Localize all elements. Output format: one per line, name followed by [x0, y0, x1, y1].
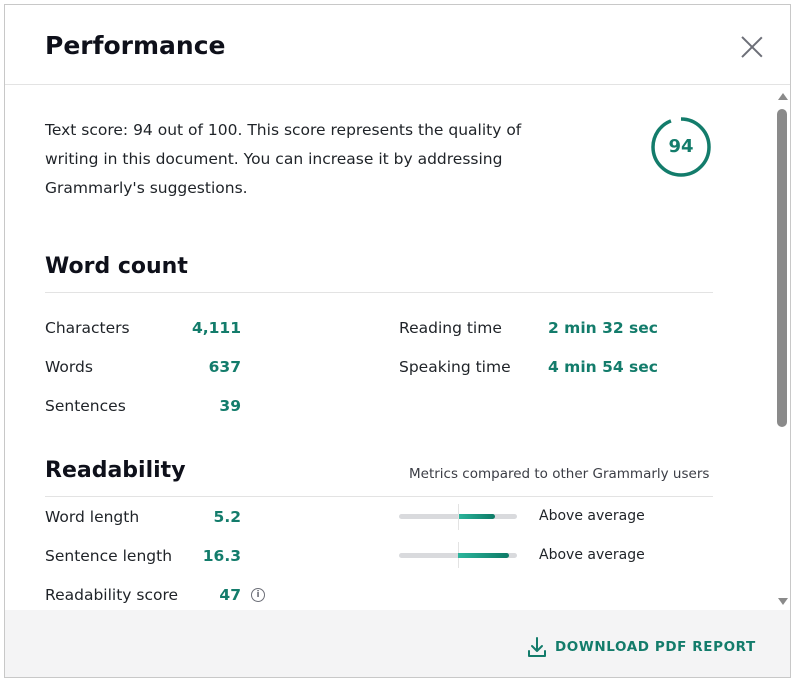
info-icon[interactable]: i: [251, 588, 265, 602]
close-icon[interactable]: [740, 35, 764, 59]
scrollbar[interactable]: [775, 86, 790, 610]
reading-time-label: Reading time: [399, 319, 502, 337]
scroll-up-icon[interactable]: [778, 93, 788, 100]
reading-time-value: 2 min 32 sec: [548, 319, 658, 337]
sentence-length-bar-fill: [458, 553, 509, 558]
word-length-bar-fill: [458, 514, 495, 519]
word-length-value: 5.2: [213, 508, 241, 526]
readability-note: Metrics compared to other Grammarly user…: [409, 466, 710, 482]
characters-value: 4,111: [191, 319, 241, 337]
speaking-time-label: Speaking time: [399, 358, 511, 376]
words-value: 637: [208, 358, 241, 376]
word-length-label: Word length: [45, 508, 140, 526]
characters-label: Characters: [45, 319, 130, 337]
dialog-content: Text score: 94 out of 100. This score re…: [5, 86, 775, 610]
word-length-comparison: Above average: [539, 508, 645, 524]
download-icon: [528, 637, 546, 657]
divider: [45, 292, 713, 293]
text-score-value: 94: [668, 136, 694, 157]
sentences-value: 39: [219, 397, 241, 415]
divider: [45, 496, 713, 497]
scroll-down-icon[interactable]: [778, 598, 788, 605]
sentence-length-bar: [399, 553, 517, 558]
readability-score-label: Readability score: [45, 586, 179, 604]
performance-dialog: Performance Text score: 94 out of 100. T…: [4, 4, 791, 678]
sentence-length-label: Sentence length: [45, 547, 173, 565]
words-label: Words: [45, 358, 93, 376]
sentence-length-value: 16.3: [202, 547, 241, 565]
download-pdf-report-button[interactable]: DOWNLOAD PDF REPORT: [527, 636, 756, 658]
readability-heading: Readability: [45, 458, 186, 483]
dialog-title: Performance: [45, 31, 226, 60]
download-label: DOWNLOAD PDF REPORT: [555, 639, 756, 655]
average-marker: [458, 504, 459, 530]
sentences-label: Sentences: [45, 397, 126, 415]
score-description: Text score: 94 out of 100. This score re…: [45, 121, 522, 197]
dialog-header: Performance: [5, 5, 790, 85]
sentence-length-comparison: Above average: [539, 547, 645, 563]
readability-score-value: 47: [219, 586, 241, 604]
text-score-ring: 94: [650, 116, 712, 178]
word-count-heading: Word count: [45, 254, 188, 279]
speaking-time-value: 4 min 54 sec: [548, 358, 658, 376]
dialog-footer: DOWNLOAD PDF REPORT: [5, 610, 790, 677]
scrollbar-thumb[interactable]: [777, 109, 787, 427]
